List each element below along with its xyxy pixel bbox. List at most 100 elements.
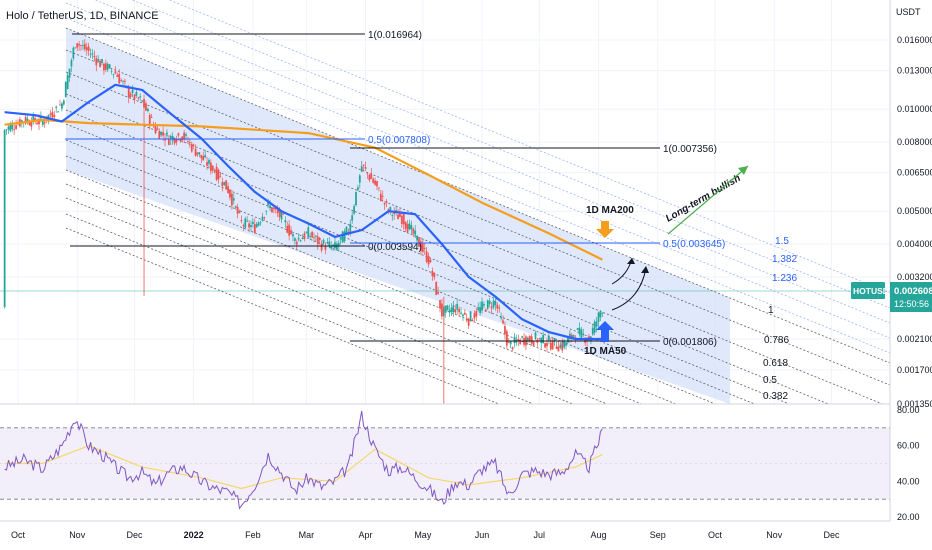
candle-body bbox=[217, 169, 220, 180]
rsi-ma-line bbox=[4, 445, 603, 490]
candle-body bbox=[307, 227, 310, 238]
candle-body bbox=[223, 181, 226, 185]
channel-level-label: 1.382 bbox=[772, 254, 797, 265]
candle-body bbox=[74, 47, 77, 49]
rsi-tick-label: 20.00 bbox=[897, 512, 920, 522]
candle-body bbox=[162, 132, 165, 136]
candle-body bbox=[179, 138, 182, 142]
candle-body bbox=[530, 336, 533, 344]
candle-body bbox=[143, 98, 145, 108]
candle-body bbox=[404, 222, 407, 229]
candle-body bbox=[513, 336, 516, 343]
candle-body bbox=[397, 214, 399, 220]
candle-body bbox=[303, 233, 306, 240]
x-tick-label: Mar bbox=[299, 530, 315, 540]
candle-body bbox=[278, 211, 281, 217]
candle-body bbox=[110, 70, 113, 72]
candle-body bbox=[561, 342, 564, 351]
candle-body bbox=[358, 175, 361, 183]
candle-body bbox=[158, 131, 161, 139]
candle-body bbox=[421, 243, 424, 252]
candle-body bbox=[467, 318, 470, 326]
candle-body bbox=[546, 343, 548, 347]
candle-body bbox=[431, 270, 434, 277]
candle-body bbox=[334, 242, 336, 248]
fib-level-label: 0.5(0.007808) bbox=[368, 135, 430, 146]
candle-body bbox=[570, 334, 573, 338]
candle-body bbox=[345, 226, 348, 234]
rsi-tick-label: 80.00 bbox=[897, 405, 920, 415]
fib-level-label: 0.5(0.003645) bbox=[663, 239, 725, 250]
candle-body bbox=[549, 342, 552, 350]
candle-body bbox=[124, 80, 126, 82]
candle-body bbox=[318, 237, 321, 241]
candle-body bbox=[389, 207, 392, 211]
candle-body bbox=[232, 198, 235, 201]
candle-body bbox=[420, 241, 422, 252]
x-tick-label: Jun bbox=[475, 530, 490, 540]
candle-body bbox=[82, 45, 84, 47]
candle-body bbox=[271, 207, 273, 213]
candle-body bbox=[496, 304, 499, 309]
candle-body bbox=[255, 224, 258, 228]
candle-body bbox=[276, 210, 279, 213]
ma50-line bbox=[4, 83, 603, 341]
candle-body bbox=[131, 89, 134, 93]
channel-level-label: 0.618 bbox=[763, 358, 788, 369]
candle-body bbox=[290, 230, 292, 235]
currency-label: USDT bbox=[896, 7, 921, 17]
candle-body bbox=[204, 155, 207, 158]
candle-body bbox=[244, 218, 247, 228]
candle-body bbox=[135, 91, 138, 96]
candle-body bbox=[492, 300, 495, 308]
candle-body bbox=[221, 182, 224, 187]
candle-body bbox=[309, 236, 312, 237]
candle-body bbox=[305, 232, 308, 234]
candle-body bbox=[145, 103, 147, 111]
candle-body bbox=[129, 93, 132, 97]
candle-body bbox=[593, 321, 596, 333]
candle-body bbox=[446, 305, 449, 310]
channel-level-label: 1.236 bbox=[772, 273, 797, 284]
candle-body bbox=[301, 237, 304, 240]
candle-body bbox=[89, 54, 92, 56]
candle-body bbox=[547, 336, 550, 341]
candle-body bbox=[240, 220, 243, 222]
y-tick-label: 0.010000 bbox=[897, 104, 932, 114]
candle-body bbox=[49, 113, 52, 115]
candle-body bbox=[173, 139, 176, 144]
ma200-arrow bbox=[596, 221, 614, 238]
candle-body bbox=[353, 206, 355, 214]
candle-body bbox=[286, 226, 289, 233]
candle-body bbox=[62, 100, 65, 105]
candle-body bbox=[454, 309, 457, 313]
candle-body bbox=[70, 60, 73, 67]
candle-body bbox=[175, 138, 178, 143]
channel-line bbox=[65, 169, 643, 404]
x-tick-label: Nov bbox=[766, 530, 783, 540]
candle-body bbox=[11, 123, 14, 130]
candle-body bbox=[7, 126, 10, 130]
candle-body bbox=[504, 326, 506, 335]
candle-body bbox=[360, 166, 363, 172]
ma50-annotation: 1D MA50 bbox=[584, 346, 627, 357]
candle-body bbox=[339, 237, 342, 240]
candle-body bbox=[316, 236, 319, 245]
candle-body bbox=[349, 223, 352, 234]
channel-line bbox=[65, 123, 756, 404]
candle-body bbox=[320, 243, 323, 251]
candle-body bbox=[505, 331, 508, 346]
candle-body bbox=[28, 122, 31, 126]
candle-body bbox=[47, 114, 50, 119]
candle-body bbox=[97, 59, 100, 62]
candle-body bbox=[288, 224, 291, 236]
candle-body bbox=[378, 187, 380, 189]
candle-body bbox=[463, 312, 466, 315]
channel-line bbox=[65, 49, 890, 386]
candle-body bbox=[542, 334, 545, 344]
candle-body bbox=[13, 129, 16, 130]
candle-body bbox=[5, 129, 8, 131]
y-tick-label: 0.002100 bbox=[897, 334, 932, 344]
